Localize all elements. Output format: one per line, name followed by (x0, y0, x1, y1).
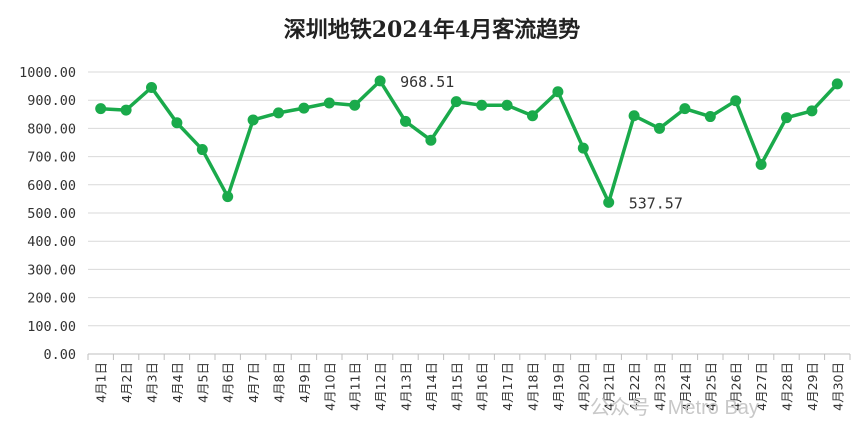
data-point (755, 158, 767, 170)
x-tick-label: 4月20日 (576, 362, 591, 411)
x-tick-label: 4月17日 (500, 362, 515, 411)
x-tick-label: 4月10日 (322, 362, 337, 411)
x-tick-label: 4月8日 (272, 362, 287, 403)
x-tick-label: 4月25日 (703, 362, 718, 411)
x-tick-label: 4月22日 (627, 362, 642, 411)
x-tick-label: 4月30日 (830, 362, 845, 411)
data-point (349, 99, 361, 111)
data-point (196, 144, 208, 156)
data-point (450, 96, 462, 108)
data-label: 968.51 (400, 73, 454, 91)
data-point (501, 99, 513, 111)
x-axis-ticks: 4月1日 4月2日 4月3日 4月4日 4月5日 4月6日 4月7日 4月8日 4月9日 4月10… (87, 354, 851, 411)
data-point (831, 78, 843, 90)
data-point (552, 86, 564, 98)
x-tick-label: 4月11日 (348, 362, 363, 411)
x-tick-label: 4月12日 (373, 362, 388, 411)
data-point (628, 110, 640, 122)
data-point (781, 112, 792, 124)
y-tick-label: 800.00 (27, 121, 76, 137)
data-label: 537.57 (629, 194, 683, 212)
x-tick-label: 4月26日 (729, 362, 744, 411)
y-tick-label: 200.00 (27, 291, 76, 307)
x-tick-label: 4月27日 (754, 362, 769, 411)
x-tick-label: 4月15日 (449, 362, 464, 411)
data-point (374, 75, 386, 87)
y-tick-label: 900.00 (27, 93, 76, 109)
data-point (679, 103, 691, 115)
y-tick-label: 600.00 (27, 178, 76, 194)
data-point (527, 110, 538, 122)
y-tick-label: 100.00 (27, 319, 76, 335)
x-tick-label: 4月24日 (678, 362, 693, 411)
x-tick-label: 4月13日 (399, 362, 414, 411)
y-tick-label: 500.00 (27, 206, 76, 222)
x-tick-label: 4月1日 (94, 362, 109, 403)
data-point (730, 95, 742, 107)
x-tick-label: 4月28日 (780, 362, 795, 411)
series-line-path (100, 79, 839, 205)
watermark-text: 公众号 · Metro Bay (590, 396, 759, 419)
x-tick-label: 4月4日 (170, 362, 185, 403)
x-tick-label: 4月7日 (246, 362, 261, 403)
gridlines (88, 71, 850, 355)
x-tick-label: 4月21日 (602, 362, 617, 411)
data-labels: 968.51 537.57 (400, 73, 683, 213)
data-point (704, 111, 716, 123)
x-tick-label: 4月19日 (551, 362, 566, 411)
x-tick-label: 4月14日 (424, 362, 439, 411)
data-points (95, 75, 843, 208)
x-tick-label: 4月9日 (297, 362, 312, 403)
data-point (577, 142, 589, 154)
data-point (273, 107, 284, 119)
y-tick-label: 300.00 (27, 262, 76, 278)
data-point (654, 122, 665, 134)
x-tick-label: 4月3日 (145, 362, 160, 403)
x-tick-label: 4月2日 (119, 362, 134, 403)
data-point (146, 82, 157, 94)
x-tick-label: 4月5日 (195, 362, 210, 403)
chart-title: 深圳地铁2024年4月客流趋势 (284, 17, 581, 43)
data-point (171, 117, 183, 129)
data-point (806, 105, 818, 117)
data-point (603, 196, 615, 208)
series-line (100, 79, 839, 205)
data-point (247, 114, 259, 126)
data-point (222, 191, 234, 203)
y-axis-ticks: 1000.00 900.00 800.00 700.00 600.00 500.00 400… (19, 65, 76, 363)
x-tick-label: 4月6日 (221, 362, 236, 403)
y-tick-label: 1000.00 (19, 65, 76, 81)
data-point (120, 104, 132, 116)
y-tick-label: 400.00 (27, 234, 76, 250)
data-point (323, 97, 335, 109)
data-point (476, 99, 488, 111)
data-point (298, 102, 310, 114)
y-tick-label: 0.00 (43, 347, 76, 363)
y-tick-label: 700.00 (27, 150, 76, 166)
x-tick-label: 4月16日 (475, 362, 490, 411)
data-point (425, 134, 437, 146)
x-tick-label: 4月23日 (653, 362, 668, 411)
data-point (400, 115, 411, 127)
x-tick-label: 4月29日 (805, 362, 820, 411)
data-point (95, 103, 107, 115)
x-tick-label: 4月18日 (526, 362, 541, 411)
